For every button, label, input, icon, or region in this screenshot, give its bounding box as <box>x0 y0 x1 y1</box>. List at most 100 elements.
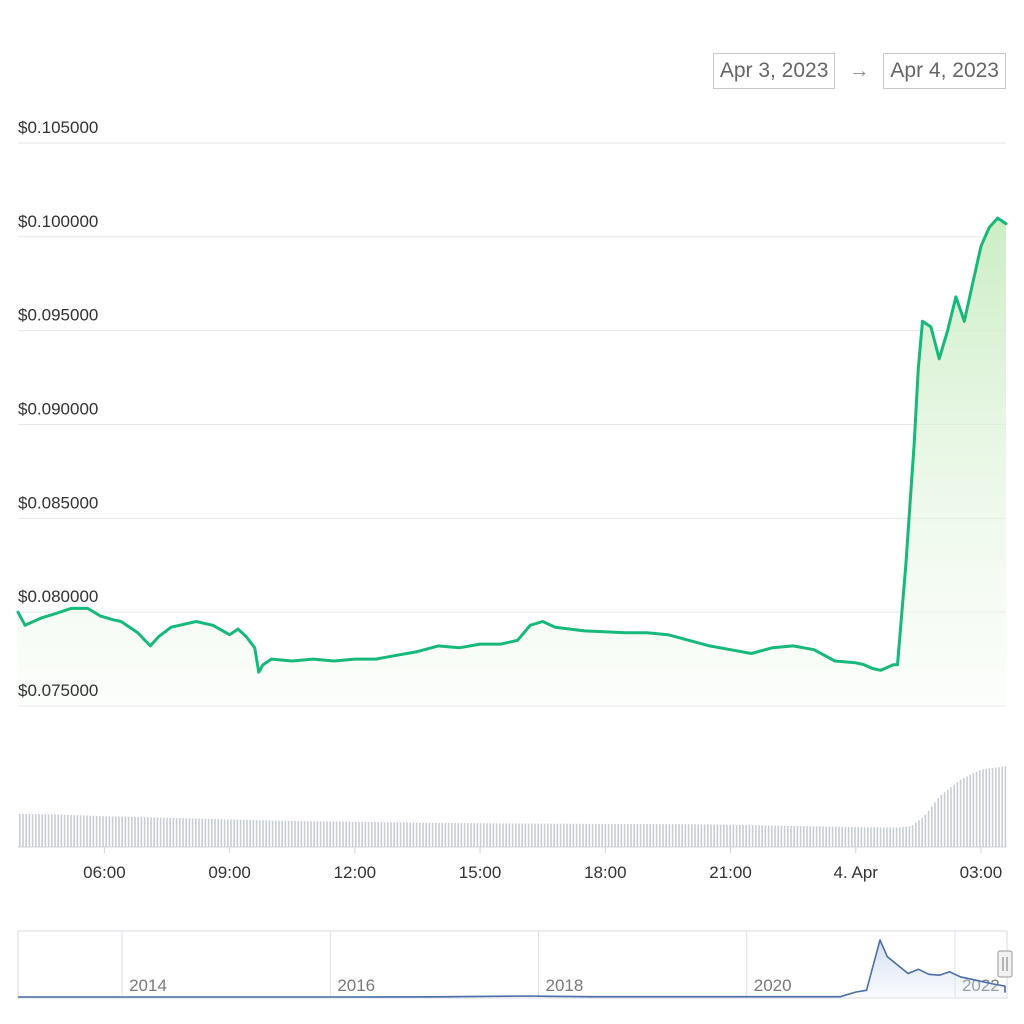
volume-bar <box>902 827 904 847</box>
volume-bar <box>662 824 664 847</box>
volume-bar <box>790 825 792 847</box>
volume-bar <box>828 826 831 847</box>
volume-bar <box>454 823 456 847</box>
volume-bar <box>831 826 834 847</box>
volume-bar <box>374 822 376 847</box>
volume-bar <box>563 823 565 847</box>
volume-bar <box>403 822 405 847</box>
volume-bar <box>668 824 671 847</box>
volume-bar <box>809 826 811 847</box>
volume-bar <box>639 824 642 847</box>
volume-bar <box>924 814 927 847</box>
navigator-year-label: 2018 <box>546 976 584 995</box>
volume-bar <box>796 826 799 847</box>
volume-bar <box>428 822 431 847</box>
volume-bar <box>457 823 459 847</box>
volume-bar <box>307 821 309 847</box>
volume-bar <box>492 823 495 847</box>
volume-bar <box>889 827 891 847</box>
volume-bar <box>412 822 415 847</box>
x-tick-label: 12:00 <box>334 863 377 882</box>
volume-bar <box>28 814 31 847</box>
volume-bar <box>908 826 911 847</box>
volume-bar <box>214 819 216 847</box>
x-tick-label: 18:00 <box>584 863 627 882</box>
y-tick-label: $0.085000 <box>18 493 98 512</box>
volume-bar <box>703 824 706 847</box>
volume-bar <box>780 825 783 847</box>
volume-bar <box>886 827 888 847</box>
volume-bar <box>879 827 882 847</box>
volume-bar <box>41 814 43 847</box>
y-tick-label: $0.095000 <box>18 306 98 325</box>
date-to-input[interactable]: Apr 4, 2023 <box>883 53 1006 89</box>
volume-bar <box>70 814 72 847</box>
date-from-input[interactable]: Apr 3, 2023 <box>712 53 836 89</box>
volume-bar <box>950 787 952 847</box>
navigator[interactable]: 20142016201820202022 <box>17 930 1013 999</box>
volume-bar <box>937 798 939 847</box>
volume-bar <box>521 823 523 847</box>
volume-bar <box>918 820 920 847</box>
volume-bar <box>281 820 283 847</box>
volume-bar <box>758 825 760 847</box>
volume-bar <box>883 827 885 847</box>
volume-bar <box>19 814 21 847</box>
volume-bar <box>655 824 658 847</box>
volume-bar <box>364 822 367 847</box>
volume-bar <box>819 826 821 847</box>
volume-bar <box>25 814 27 847</box>
volume-bar <box>892 827 895 847</box>
volume-bar <box>844 826 847 847</box>
volume-bar <box>243 819 245 847</box>
volume-bar <box>636 824 639 847</box>
volume-bar <box>239 819 242 847</box>
volume-bar <box>419 822 421 847</box>
volume-bar <box>956 782 959 847</box>
volume-bar <box>627 823 629 847</box>
volume-bar <box>502 823 504 847</box>
volume-bar <box>716 824 719 847</box>
volume-bar <box>751 825 754 847</box>
volume-bar <box>278 820 280 847</box>
navigator-frame <box>17 930 1008 999</box>
navigator-handle-grip[interactable] <box>997 950 1013 978</box>
volume-bar <box>681 824 683 847</box>
volume-bar <box>444 822 447 847</box>
volume-bar <box>332 821 335 847</box>
volume-bar <box>585 823 587 847</box>
volume-bar <box>156 817 159 847</box>
y-tick-label: $0.100000 <box>18 212 98 231</box>
volume-bar <box>835 826 837 847</box>
navigator-area <box>18 939 1005 997</box>
volume-bar <box>127 816 130 847</box>
volume-bar <box>630 823 632 847</box>
volume-bar <box>393 822 395 847</box>
volume-bar <box>767 825 770 847</box>
volume-bar <box>943 792 946 847</box>
volume-bar <box>435 822 437 847</box>
volume-bar <box>345 821 347 847</box>
volume-bar <box>969 774 971 847</box>
volume-bar <box>739 825 741 847</box>
volume-bar <box>854 827 856 847</box>
volume-bar <box>959 779 962 847</box>
volume-bar <box>38 814 40 847</box>
volume-bar <box>259 820 261 847</box>
volume-bar <box>678 824 680 847</box>
price-line <box>16 216 1008 674</box>
volume-bar <box>111 816 114 847</box>
volume-bar <box>735 824 738 847</box>
volume-bar <box>511 823 514 847</box>
volume-bar <box>972 773 975 847</box>
volume-bar <box>575 823 578 847</box>
volume-bar <box>22 814 24 847</box>
volume-bar <box>185 818 187 847</box>
volume-bar <box>607 823 610 847</box>
volume-bar <box>595 823 597 847</box>
volume-bar <box>822 826 824 847</box>
navigator-handle[interactable] <box>997 950 1013 978</box>
volume-bar <box>191 818 194 847</box>
volume-bar <box>179 818 181 847</box>
